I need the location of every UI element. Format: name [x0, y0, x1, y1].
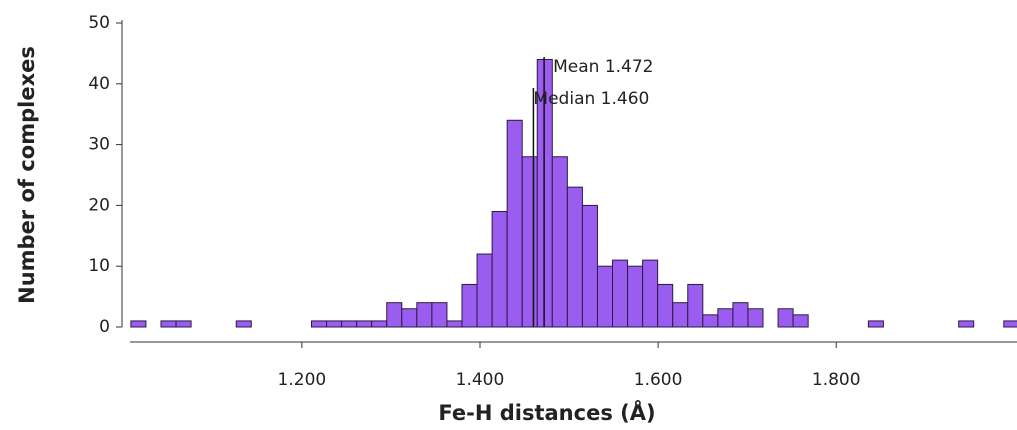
bar	[521, 156, 538, 328]
y-tick-label: 20	[88, 195, 110, 215]
bar	[341, 320, 358, 328]
bar	[566, 186, 583, 328]
bar	[792, 314, 809, 328]
x-axis-title: Fe-H distances (Å)	[438, 400, 655, 425]
bar	[130, 320, 147, 328]
bar	[687, 283, 704, 328]
x-tick-label: 1.400	[456, 370, 505, 390]
y-tick-label: 30	[88, 135, 110, 155]
bar	[386, 302, 403, 328]
bar	[581, 204, 598, 328]
bar	[310, 320, 328, 328]
y-axis-title: Number of complexes	[15, 46, 39, 304]
bar	[551, 156, 568, 328]
bar	[175, 320, 192, 328]
bar	[1003, 320, 1017, 328]
x-tick-label: 1.200	[278, 370, 327, 390]
annotation-label: Median 1.460	[533, 89, 649, 109]
bar	[867, 320, 884, 328]
bar	[371, 320, 388, 328]
bar	[596, 265, 614, 328]
x-tick-label: 1.600	[634, 370, 683, 390]
bar	[747, 308, 764, 328]
y-tick-label: 0	[99, 317, 110, 337]
bar	[235, 320, 252, 328]
bar	[506, 119, 523, 328]
bar	[732, 302, 749, 328]
bar	[958, 320, 975, 328]
bar	[476, 253, 493, 328]
bar	[702, 314, 719, 328]
bar	[431, 302, 448, 328]
bar	[416, 302, 433, 328]
bar	[717, 308, 734, 328]
bar	[356, 320, 373, 328]
bar	[627, 265, 644, 328]
bar	[326, 320, 343, 328]
bar	[401, 308, 418, 328]
bar	[491, 210, 508, 328]
annotation-label: Mean 1.472	[553, 57, 653, 77]
bar	[777, 308, 794, 328]
bar	[446, 320, 463, 328]
y-tick-label: 10	[88, 256, 110, 276]
bar	[160, 320, 177, 328]
bar	[642, 259, 659, 328]
bar	[612, 259, 629, 328]
y-tick-label: 50	[88, 13, 110, 33]
bar	[672, 302, 689, 328]
bar	[657, 283, 674, 328]
bar	[461, 283, 478, 328]
y-tick-label: 40	[88, 74, 110, 94]
x-tick-label: 1.800	[812, 370, 861, 390]
